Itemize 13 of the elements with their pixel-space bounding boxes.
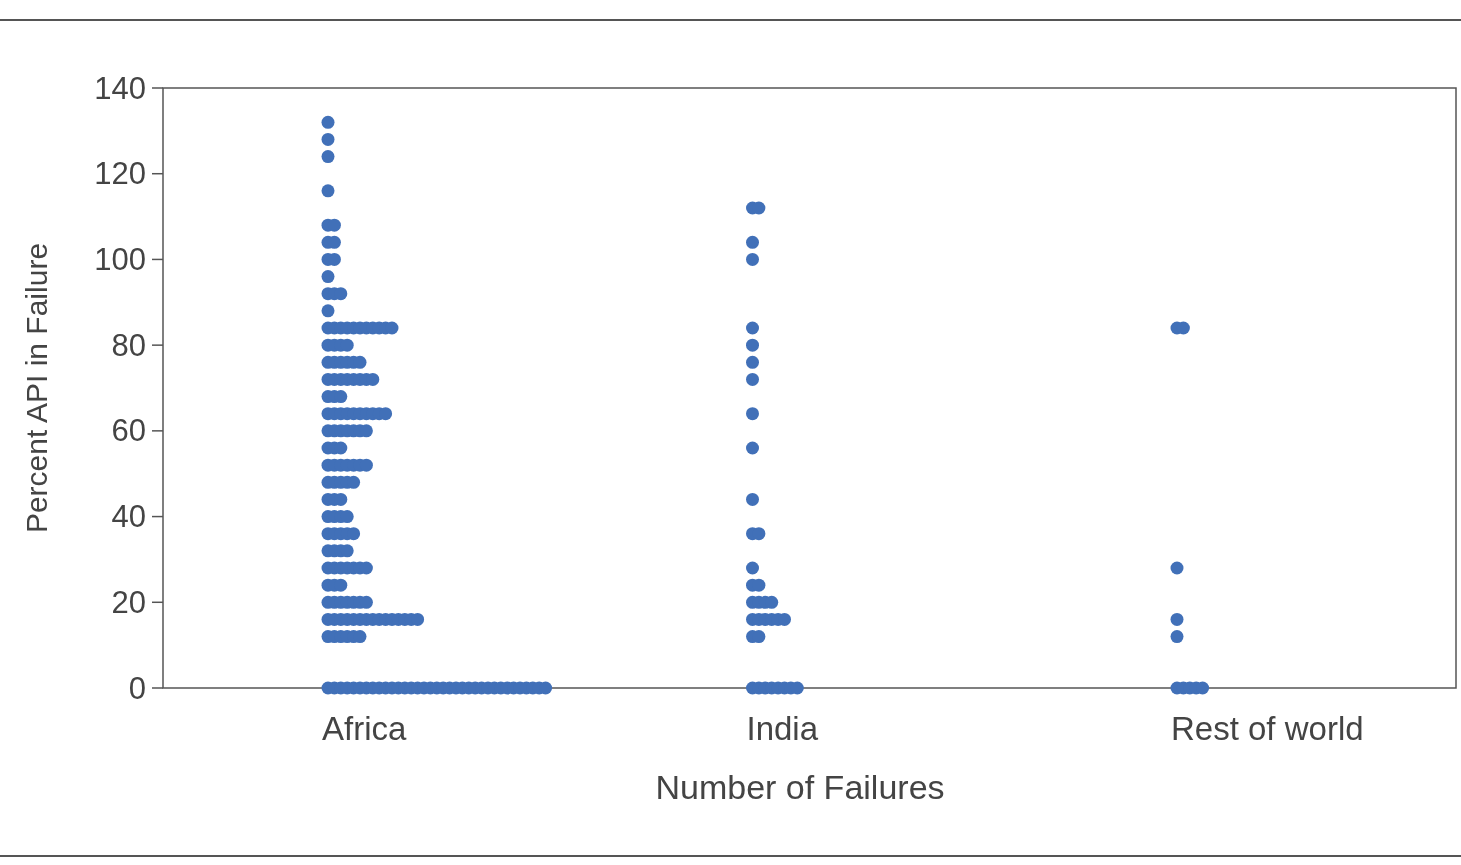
x-axis-title: Number of Failures (655, 768, 945, 806)
x-tick-label: Africa (322, 709, 407, 747)
x-tick-label: Rest of world (1171, 709, 1364, 747)
y-axis-title: Percent API in Failure (19, 242, 53, 534)
x-tick-label: India (746, 709, 819, 747)
y-tick-label: 140 (94, 70, 146, 106)
y-tick-label: 60 (111, 413, 146, 449)
y-tick-label: 100 (94, 241, 146, 277)
y-tick-label: 40 (111, 499, 146, 535)
y-tick-label: 0 (128, 670, 146, 706)
y-tick-label: 20 (111, 584, 146, 620)
y-tick-label: 120 (94, 156, 146, 192)
y-tick-label: 80 (111, 327, 146, 363)
